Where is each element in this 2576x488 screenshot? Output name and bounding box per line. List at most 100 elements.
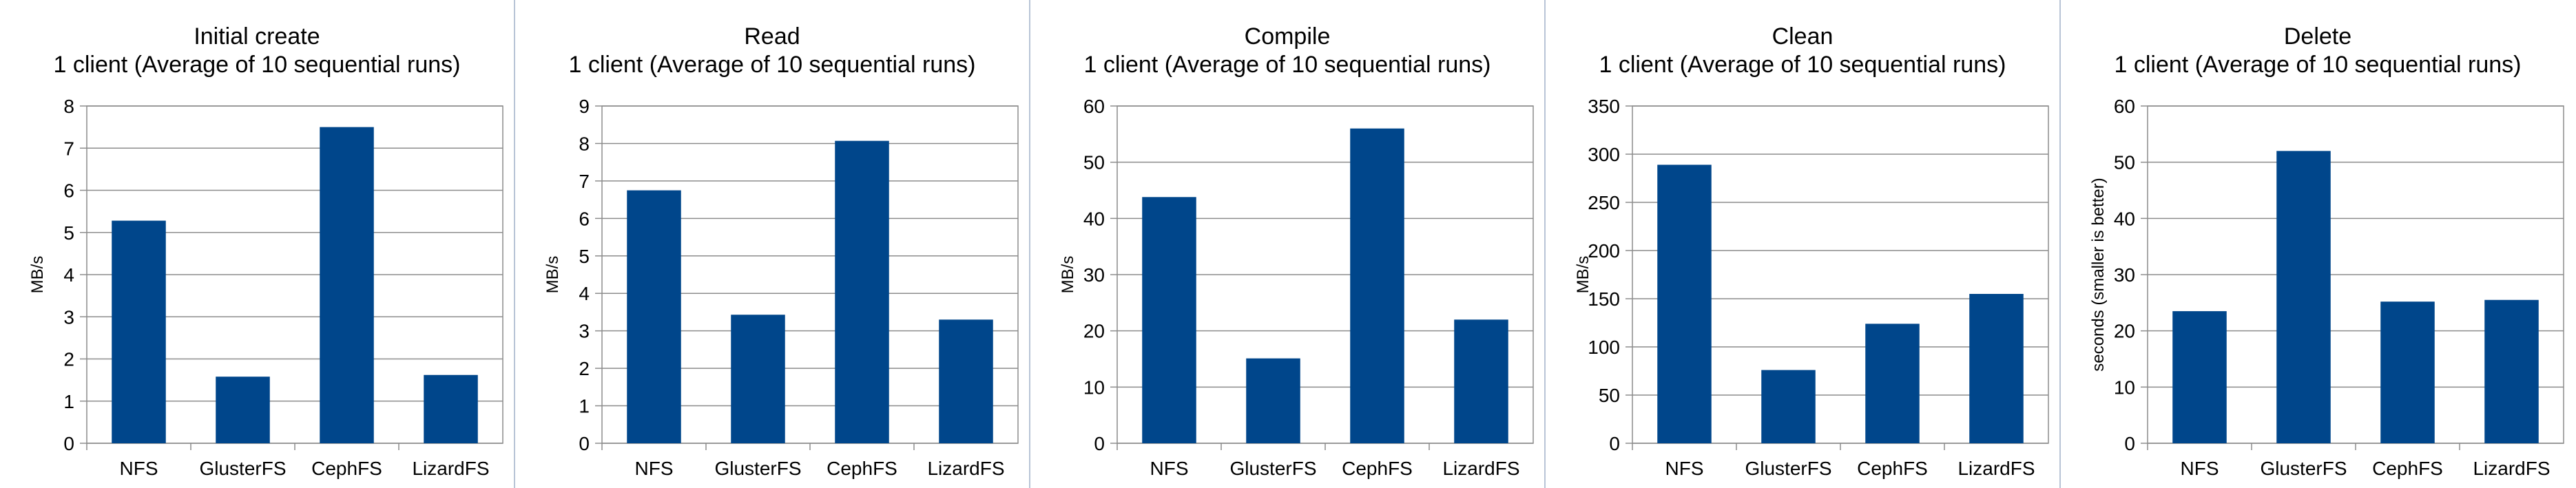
chart-title: Clean <box>1772 23 1834 50</box>
chart-title: Delete <box>2283 23 2352 50</box>
y-tick-label: 150 <box>1588 288 1620 310</box>
chart-panel-3: Compile 1 client (Average of 10 sequentia… <box>1030 0 1544 488</box>
bar-lizardfs <box>1454 319 1508 443</box>
y-axis-label: MB/s <box>28 256 47 294</box>
y-tick-label: 0 <box>579 433 590 454</box>
y-tick-label: 60 <box>1083 96 1105 117</box>
bar-glusterfs <box>731 315 785 443</box>
bar-cephfs <box>1865 323 1920 443</box>
y-axis-label: MB/s <box>1574 256 1592 294</box>
bar-lizardfs <box>2484 299 2539 443</box>
chart-title: Compile <box>1244 23 1331 50</box>
bar-cephfs <box>1350 128 1404 443</box>
bar-nfs <box>2172 311 2227 443</box>
y-tick-label: 1 <box>579 396 590 417</box>
y-tick-label: 3 <box>579 321 590 342</box>
x-tick-label: NFS <box>1665 458 1704 479</box>
bar-chart-svg: 0 10 20 30 40 50 60 NFS GlusterFS CephFS LizardFS M… <box>1059 96 1534 479</box>
bar-chart-svg: 0 1 2 3 4 5 6 7 8 NFS GlusterFS CephFS LizardFS MB/s <box>28 96 503 479</box>
chart-subtitle: 1 client (Average of 10 sequential runs) <box>2114 52 2522 78</box>
x-tick-label: GlusterFS <box>199 458 286 479</box>
x-tick-label: LizardFS <box>927 458 1004 479</box>
y-tick-label: 3 <box>63 306 74 328</box>
y-tick-label: 60 <box>2114 96 2135 117</box>
y-tick-label: 40 <box>2114 208 2135 229</box>
bar-lizardfs <box>424 374 478 443</box>
y-tick-label: 7 <box>63 138 74 159</box>
chart-subtitle: 1 client (Average of 10 sequential runs) <box>53 52 461 78</box>
y-tick-label: 0 <box>1609 433 1620 454</box>
x-tick-label: LizardFS <box>1442 458 1519 479</box>
x-tick-label: CephFS <box>827 458 897 479</box>
y-axis-label: MB/s <box>1059 256 1077 294</box>
y-tick-label: 200 <box>1588 240 1620 262</box>
y-tick-label: 6 <box>579 208 590 229</box>
y-tick-label: 10 <box>1083 376 1105 398</box>
y-tick-label: 250 <box>1588 192 1620 213</box>
bar-glusterfs <box>2276 151 2331 444</box>
bar-cephfs <box>320 127 374 443</box>
chart-panel-1: Initial create 1 client (Average of 10 se… <box>0 0 514 488</box>
y-tick-label: 30 <box>2114 264 2135 286</box>
chart-title: Initial create <box>194 23 320 50</box>
bar-glusterfs <box>1761 370 1816 443</box>
y-tick-label: 4 <box>63 264 74 286</box>
y-tick-label: 20 <box>1083 321 1105 342</box>
bar-glusterfs <box>216 376 270 443</box>
y-tick-label: 1 <box>63 391 74 412</box>
bar-chart-svg: 0 10 20 30 40 50 60 NFS GlusterFS CephFS LizardFS s… <box>2089 96 2564 479</box>
y-tick-label: 2 <box>63 349 74 370</box>
y-tick-label: 5 <box>579 246 590 267</box>
x-tick-label: NFS <box>1150 458 1189 479</box>
y-axis-label: MB/s <box>543 256 562 294</box>
y-tick-label: 350 <box>1588 96 1620 117</box>
x-tick-label: LizardFS <box>1957 458 2035 479</box>
y-tick-label: 5 <box>63 222 74 244</box>
x-tick-label: GlusterFS <box>714 458 801 479</box>
y-tick-label: 30 <box>1083 264 1105 286</box>
chart-panel-4: Clean 1 client (Average of 10 sequential … <box>1546 0 2059 488</box>
y-tick-label: 8 <box>579 133 590 154</box>
y-tick-label: 0 <box>63 433 74 454</box>
chart-subtitle: 1 client (Average of 10 sequential runs) <box>1599 52 2006 78</box>
panel-divider <box>1544 0 1546 488</box>
x-tick-label: CephFS <box>1857 458 1928 479</box>
bar-nfs <box>112 220 166 443</box>
x-tick-label: GlusterFS <box>1229 458 1316 479</box>
bar-lizardfs <box>939 319 993 443</box>
chart-panel-5: Delete 1 client (Average of 10 sequential… <box>2061 0 2575 488</box>
y-tick-label: 50 <box>1599 385 1620 406</box>
y-tick-label: 4 <box>579 283 590 304</box>
y-tick-label: 2 <box>579 358 590 379</box>
x-tick-label: CephFS <box>311 458 382 479</box>
chart-subtitle: 1 client (Average of 10 sequential runs) <box>1083 52 1491 78</box>
bar-cephfs <box>835 140 889 443</box>
bar-lizardfs <box>1969 294 2024 443</box>
bar-chart-svg: 0 1 2 3 4 5 6 7 8 9 NFS GlusterFS CephFS LizardFS MB/s <box>543 96 1019 479</box>
panel-divider <box>514 0 515 488</box>
y-tick-label: 8 <box>63 96 74 117</box>
x-tick-label: GlusterFS <box>1745 458 1831 479</box>
panel-divider <box>2059 0 2061 488</box>
y-tick-label: 100 <box>1588 337 1620 358</box>
chart-panel-2: Read 1 client (Average of 10 sequential r… <box>515 0 1029 488</box>
x-tick-label: LizardFS <box>412 458 489 479</box>
y-tick-label: 10 <box>2114 376 2135 398</box>
x-tick-label: NFS <box>120 458 158 479</box>
x-tick-label: CephFS <box>2372 458 2443 479</box>
x-tick-label: NFS <box>2181 458 2219 479</box>
y-tick-label: 7 <box>579 171 590 192</box>
y-tick-label: 300 <box>1588 144 1620 165</box>
y-tick-label: 9 <box>579 96 590 117</box>
y-tick-label: 50 <box>2114 152 2135 173</box>
bar-nfs <box>1657 165 1712 443</box>
y-tick-label: 0 <box>1094 433 1105 454</box>
bar-glusterfs <box>1246 358 1300 443</box>
x-tick-label: NFS <box>635 458 674 479</box>
chart-subtitle: 1 client (Average of 10 sequential runs) <box>568 52 976 78</box>
bar-cephfs <box>2380 301 2435 443</box>
y-tick-label: 50 <box>1083 152 1105 173</box>
chart-title: Read <box>744 23 800 50</box>
x-tick-label: LizardFS <box>2473 458 2550 479</box>
y-tick-label: 20 <box>2114 321 2135 342</box>
